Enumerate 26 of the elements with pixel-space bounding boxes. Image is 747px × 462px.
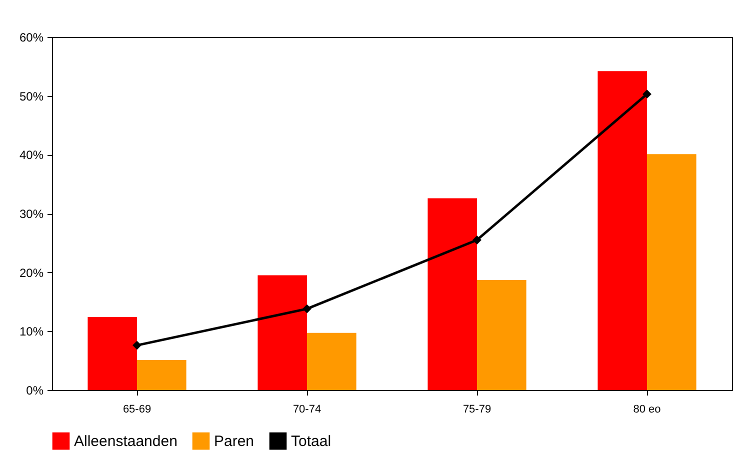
bar — [598, 71, 647, 390]
y-tick-label: 20% — [19, 266, 44, 280]
bar — [307, 332, 356, 390]
bar — [258, 275, 307, 390]
point — [472, 236, 482, 244]
legend-label: Totaal — [291, 433, 332, 450]
y-tick-label: 50% — [19, 89, 44, 104]
x-tick-label: 70-74 — [292, 404, 322, 416]
point — [302, 304, 312, 314]
y-tick-label: 40% — [19, 148, 44, 162]
y-tick-label: 60% — [19, 30, 44, 44]
bar — [88, 317, 137, 390]
bar — [137, 360, 186, 390]
bar — [647, 154, 696, 390]
point — [132, 340, 142, 350]
x-tick-label: 80 eo — [633, 404, 661, 416]
legend-label: Alleenstaanden — [74, 433, 178, 450]
y-tick-label: 0% — [26, 384, 44, 398]
y-tick-label: 10% — [19, 324, 44, 339]
x-tick-label: 75-79 — [462, 404, 492, 416]
x-tick-label: 65-69 — [122, 404, 152, 416]
point — [642, 90, 652, 99]
bar — [428, 198, 477, 390]
bar — [477, 280, 526, 390]
legend-label: Paren — [214, 433, 254, 450]
y-tick-label: 30% — [19, 207, 44, 221]
